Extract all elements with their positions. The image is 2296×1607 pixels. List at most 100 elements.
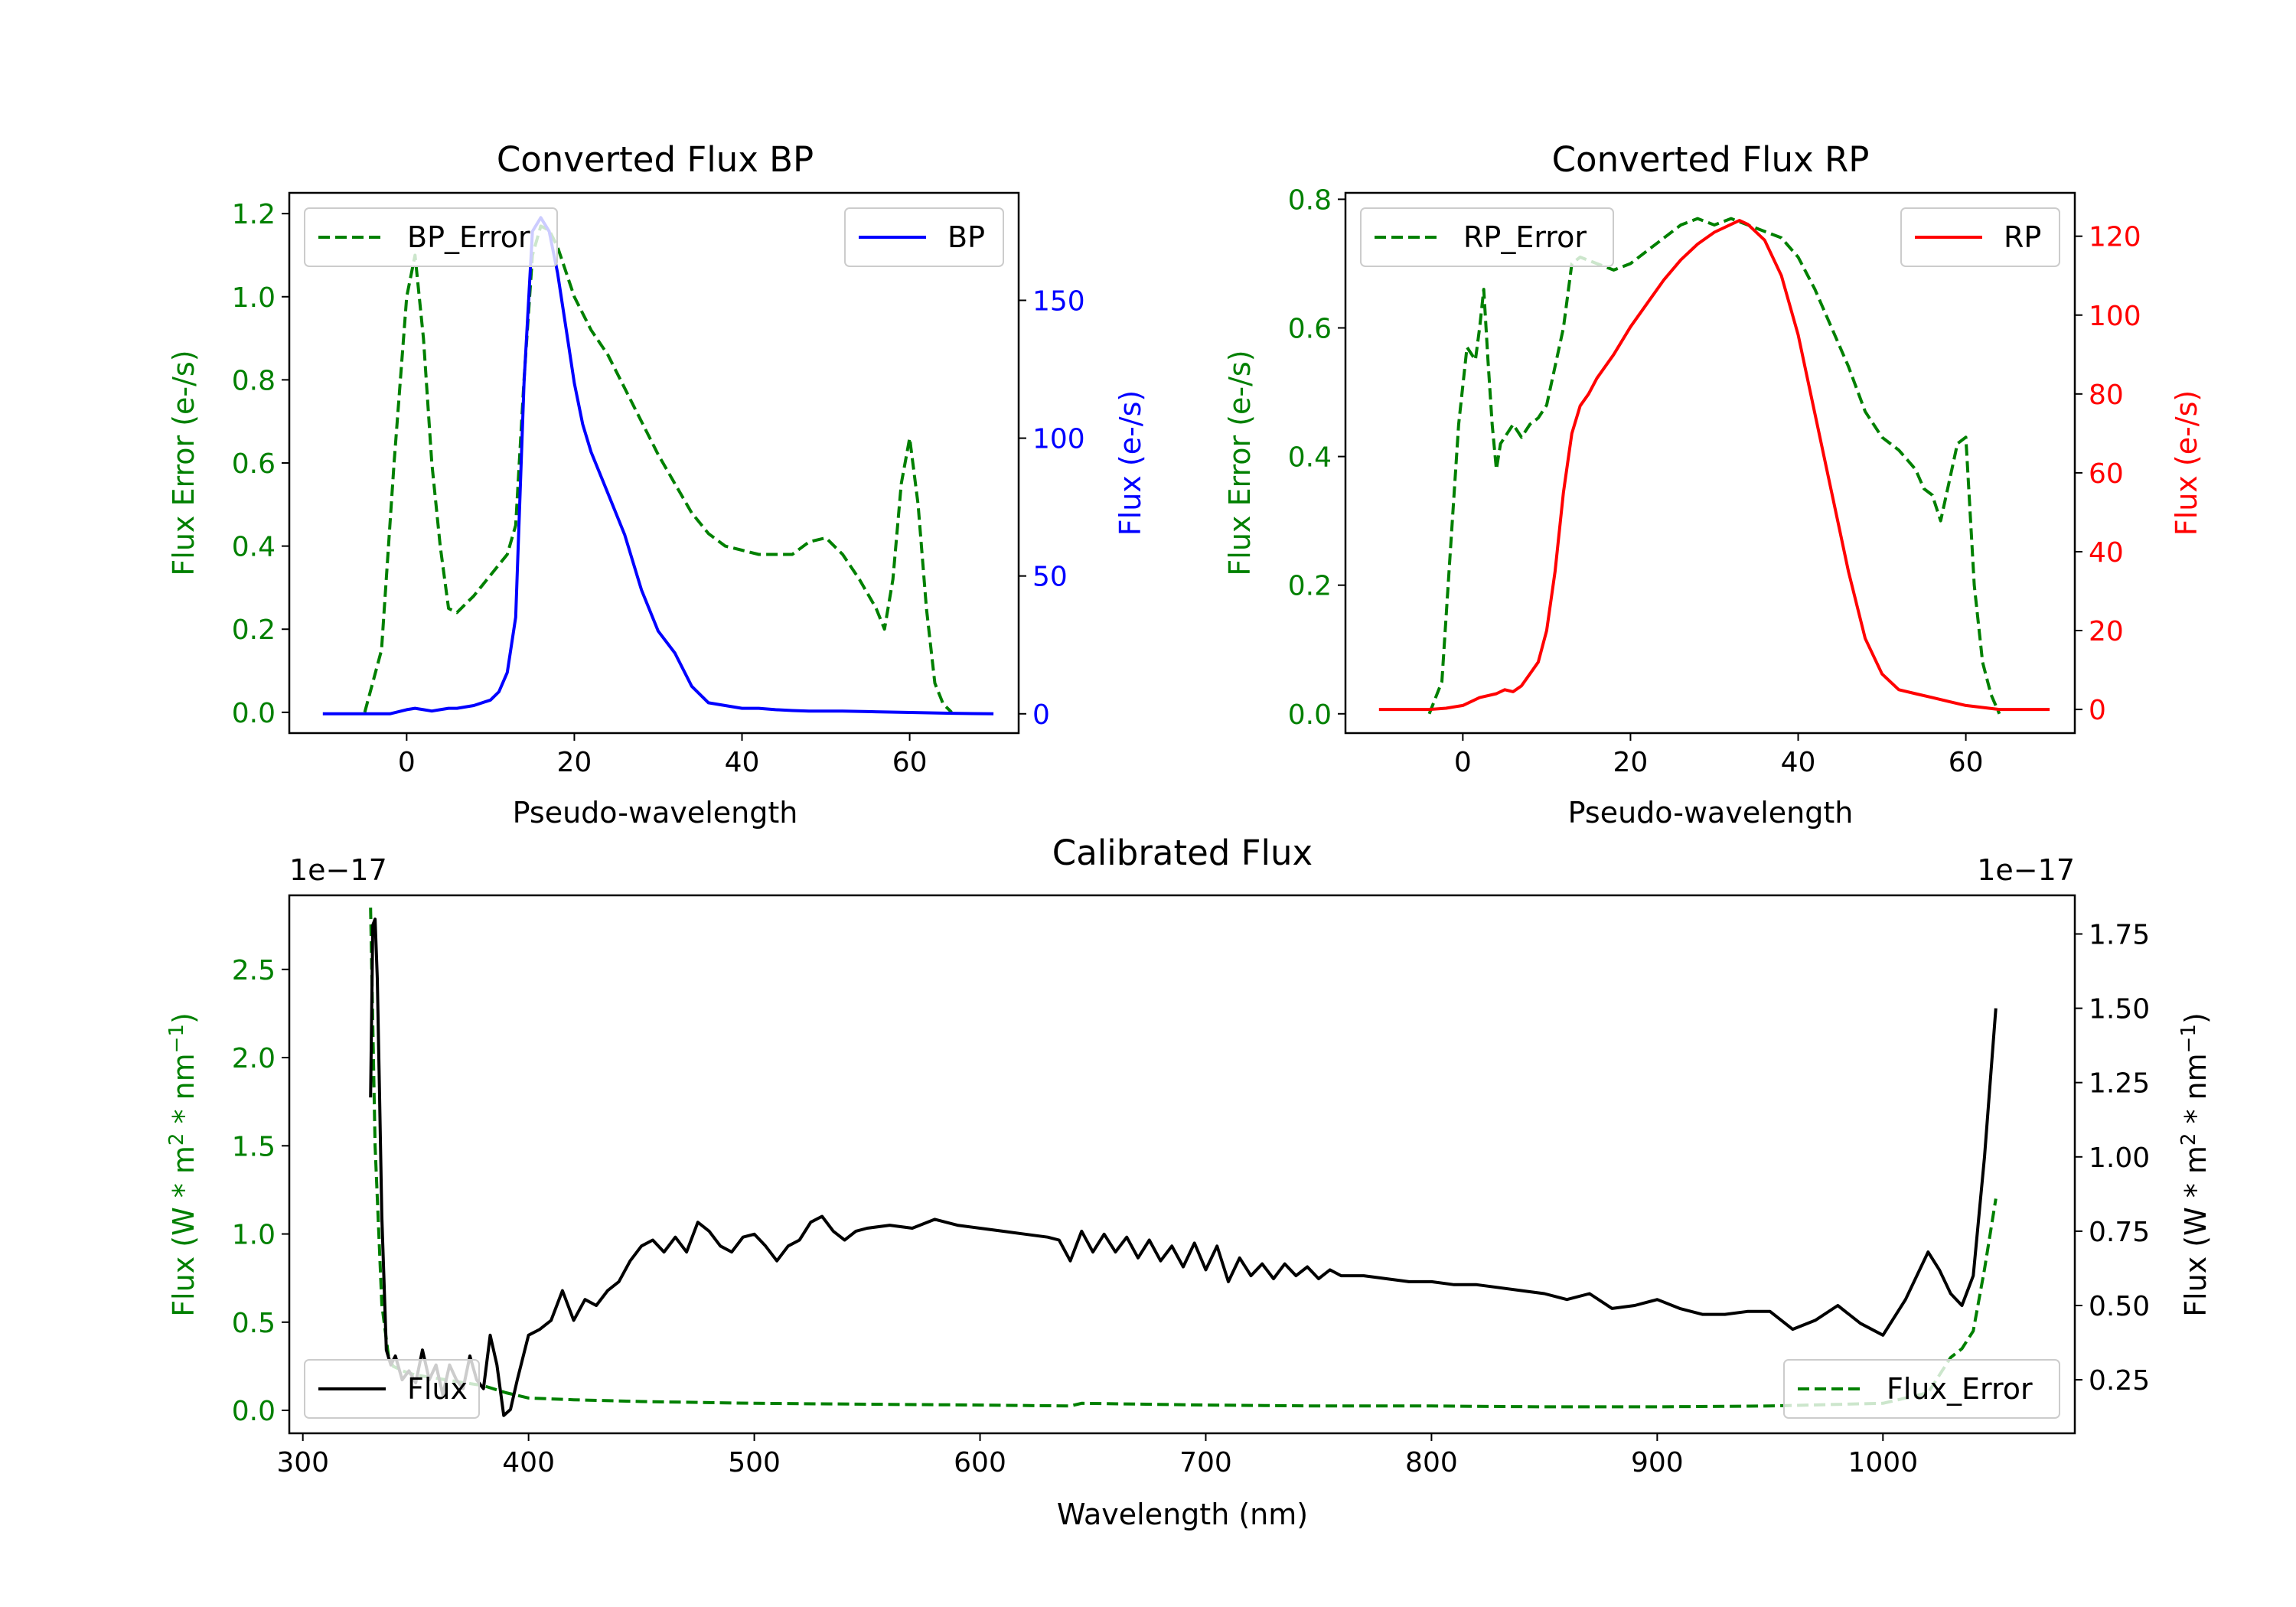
cal-right-tick-label: 0.75 <box>2089 1217 2150 1248</box>
bp-x-tick-label: 20 <box>557 747 592 778</box>
rp-legend-left-label: RP_Error <box>1463 220 1587 254</box>
bp-x-tick-label: 0 <box>398 747 416 778</box>
bp-left-tick-label: 0.2 <box>232 614 276 646</box>
bp-left-ticks: 0.0 0.2 0.4 0.6 0.8 1.0 1.2 <box>232 199 289 729</box>
cal-right-tick-label: 1.50 <box>2089 994 2150 1025</box>
bp-series-bp-error <box>363 224 953 714</box>
cal-left-tick-label: 0.5 <box>232 1308 276 1339</box>
bp-x-tick-label: 60 <box>892 747 928 778</box>
bp-left-tick-label: 0.8 <box>232 365 276 396</box>
cal-legend-right-label: Flux_Error <box>1887 1372 2033 1406</box>
cal-left-ticks: 0.0 0.5 1.0 1.5 2.0 2.5 <box>232 955 289 1427</box>
cal-right-tick-label: 0.50 <box>2089 1291 2150 1322</box>
rp-left-axis-label: Flux Error (e-/s) <box>1223 350 1257 575</box>
bp-x-axis-label: Pseudo-wavelength <box>513 796 798 830</box>
bp-legend-right: BP <box>844 207 1004 267</box>
rp-right-ticks: 0 20 40 60 80 100 120 <box>2075 222 2141 726</box>
bp-right-tick-label: 0 <box>1032 699 1050 731</box>
cal-left-label-sup-a: 2 <box>165 1133 188 1146</box>
rp-right-tick-label: 80 <box>2089 380 2124 411</box>
rp-subplot: Converted Flux RP 0 20 40 60 0.00.20.40.60.… <box>1223 139 2203 830</box>
bp-legend-left: BP_Error <box>304 207 558 267</box>
cal-x-tick-label: 700 <box>1179 1447 1232 1478</box>
rp-legend-left: RP_Error <box>1360 207 1614 267</box>
rp-right-tick-label: 0 <box>2089 695 2106 726</box>
cal-x-axis-label: Wavelength (nm) <box>1057 1498 1308 1531</box>
rp-x-tick-label: 60 <box>1949 747 1984 778</box>
bp-title: Converted Flux BP <box>497 139 814 180</box>
cal-subplot: Calibrated Flux 1e−17 1e−17 300 400 500 600… <box>165 833 2213 1531</box>
cal-legend-right-box <box>1783 1359 2060 1419</box>
bp-series-bp <box>322 216 994 715</box>
rp-right-tick-label: 60 <box>2089 458 2124 490</box>
cal-right-offset-text: 1e−17 <box>1977 853 2075 887</box>
rp-title: Converted Flux RP <box>1552 139 1870 180</box>
rp-left-tick-label: 0.6 <box>1288 314 1332 345</box>
cal-left-axis-label: Flux (W * m2 * nm−1) <box>165 1012 201 1317</box>
bp-right-axis-label: Flux (e-/s) <box>1114 390 1147 536</box>
rp-left-tick-label: 0.4 <box>1288 442 1332 474</box>
bp-left-tick-label: 0.6 <box>232 448 276 480</box>
cal-left-label-part-b: * nm <box>167 1053 201 1133</box>
cal-left-offset-text: 1e−17 <box>289 853 387 887</box>
cal-right-tick-label: 0.25 <box>2089 1365 2150 1397</box>
rp-right-tick-label: 20 <box>2089 616 2124 647</box>
cal-left-tick-label: 1.5 <box>232 1131 276 1162</box>
cal-right-label-part-a: Flux (W * m <box>2179 1146 2213 1317</box>
cal-axes-frame <box>288 894 2076 1435</box>
rp-left-ticks: 0.0 0.2 0.4 0.6 0.8 <box>1288 184 1345 731</box>
cal-x-tick-label: 800 <box>1405 1447 1458 1478</box>
cal-right-axis-label: Flux (W * m2 * nm−1) <box>2177 1012 2213 1317</box>
cal-legend-left-box <box>304 1359 480 1419</box>
cal-x-ticks: 300 400 500 600 700 800 900 1000 <box>276 1433 1918 1478</box>
bp-right-tick-label: 100 <box>1032 424 1085 455</box>
bp-subplot: Converted Flux BP 0 20 40 60 0.00.20.40.60.… <box>167 139 1147 830</box>
rp-x-tick-label: 20 <box>1613 747 1649 778</box>
cal-left-label-sup-b: −1 <box>165 1024 188 1053</box>
rp-plot-area <box>1378 217 2050 715</box>
bp-right-tick-label: 50 <box>1032 562 1068 593</box>
cal-left-tick-label: 2.5 <box>232 955 276 986</box>
bp-legend-left-label: BP_Error <box>407 220 530 254</box>
cal-x-tick-label: 500 <box>728 1447 781 1478</box>
rp-legend-right: RP <box>1900 207 2060 267</box>
rp-right-axis-label: Flux (e-/s) <box>2170 390 2203 536</box>
cal-left-label-part-c: ) <box>167 1012 201 1024</box>
bp-plot-area <box>322 216 994 715</box>
bp-left-tick-label: 1.0 <box>232 282 276 314</box>
rp-right-tick-label: 40 <box>2089 537 2124 569</box>
cal-x-tick-label: 400 <box>502 1447 555 1478</box>
cal-title: Calibrated Flux <box>1052 833 1313 873</box>
cal-right-tick-label: 1.00 <box>2089 1143 2150 1174</box>
bp-legend-right-label: BP <box>947 220 985 254</box>
rp-left-tick-label: 0.2 <box>1288 571 1332 602</box>
cal-left-tick-label: 0.0 <box>232 1396 276 1427</box>
cal-legend-right: Flux_Error <box>1783 1359 2060 1419</box>
cal-x-tick-label: 900 <box>1631 1447 1684 1478</box>
rp-legend-right-label: RP <box>2004 220 2041 254</box>
cal-x-tick-label: 1000 <box>1848 1447 1918 1478</box>
rp-right-tick-label: 100 <box>2089 301 2141 332</box>
cal-legend-left: Flux <box>304 1359 480 1419</box>
cal-right-label-sup-b: −1 <box>2177 1024 2200 1053</box>
cal-right-label-sup-a: 2 <box>2177 1133 2200 1146</box>
rp-left-tick-label: 0.0 <box>1288 699 1332 731</box>
rp-series-rp <box>1378 219 2050 712</box>
cal-right-tick-label: 1.75 <box>2089 919 2150 950</box>
rp-legend-left-box <box>1360 207 1614 267</box>
bp-left-axis-label: Flux Error (e-/s) <box>167 350 201 575</box>
rp-x-axis-label: Pseudo-wavelength <box>1568 796 1854 830</box>
cal-right-label-part-b: * nm <box>2179 1053 2213 1133</box>
bp-legend-left-box <box>304 207 558 267</box>
rp-right-tick-label: 120 <box>2089 222 2141 253</box>
cal-legend-left-label: Flux <box>407 1372 468 1406</box>
rp-left-tick-label: 0.8 <box>1288 184 1332 216</box>
cal-left-tick-label: 1.0 <box>232 1220 276 1251</box>
bp-left-tick-label: 0.0 <box>232 698 276 729</box>
bp-left-tick-label: 0.4 <box>232 532 276 563</box>
cal-right-tick-label: 1.25 <box>2089 1068 2150 1100</box>
rp-axes-frame <box>1344 191 2076 735</box>
rp-x-tick-label: 0 <box>1454 747 1472 778</box>
